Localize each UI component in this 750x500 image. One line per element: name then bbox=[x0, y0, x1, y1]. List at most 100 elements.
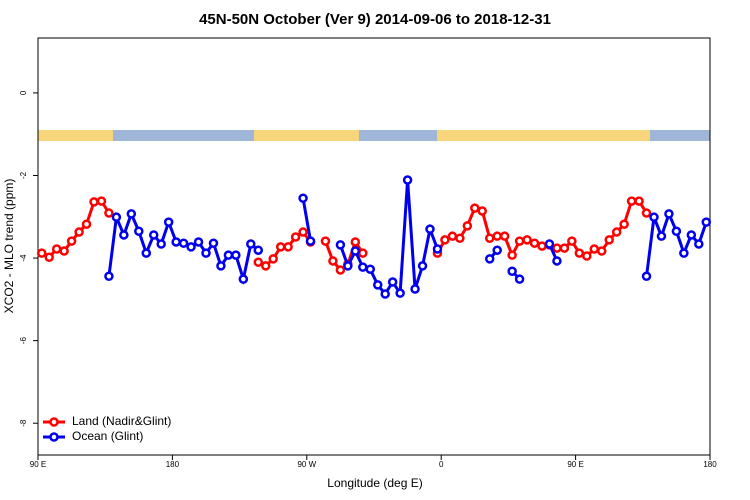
data-point bbox=[36, 248, 47, 258]
series-line bbox=[301, 197, 313, 242]
data-point bbox=[216, 261, 226, 271]
y-tick-label: 0 bbox=[19, 90, 28, 95]
data-point bbox=[679, 248, 689, 258]
data-point bbox=[335, 265, 346, 275]
data-point bbox=[350, 237, 361, 247]
data-point bbox=[596, 246, 607, 256]
data-point bbox=[201, 248, 211, 258]
data-point bbox=[59, 246, 69, 256]
data-point bbox=[365, 264, 376, 274]
data-point bbox=[343, 261, 353, 271]
data-point bbox=[492, 245, 502, 255]
data-point bbox=[410, 284, 420, 294]
data-point bbox=[260, 261, 271, 271]
data-point bbox=[148, 230, 159, 240]
data-point bbox=[694, 239, 704, 249]
data-point bbox=[96, 196, 107, 206]
data-point bbox=[402, 175, 413, 185]
x-tick-label: 0 bbox=[439, 460, 444, 469]
data-point bbox=[111, 212, 122, 222]
data-point bbox=[634, 196, 644, 206]
data-point bbox=[163, 217, 174, 227]
data-point bbox=[574, 248, 585, 258]
data-point bbox=[559, 243, 570, 253]
data-point bbox=[552, 243, 562, 253]
data-point bbox=[178, 238, 189, 248]
data-point bbox=[671, 226, 682, 236]
data-point bbox=[335, 240, 346, 250]
x-tick-label: 90 E bbox=[30, 460, 46, 469]
data-point bbox=[223, 250, 234, 260]
data-point bbox=[81, 219, 92, 229]
data-point bbox=[552, 256, 562, 266]
data-point bbox=[380, 289, 390, 299]
chart-title: 45N-50N October (Ver 9) 2014-09-06 to 20… bbox=[199, 11, 551, 28]
data-point bbox=[44, 252, 54, 262]
data-point bbox=[492, 231, 502, 241]
data-point bbox=[208, 238, 219, 248]
data-point bbox=[425, 224, 435, 234]
data-point bbox=[298, 227, 308, 237]
plot-frame bbox=[37, 37, 711, 456]
data-point bbox=[186, 242, 196, 252]
data-point bbox=[649, 212, 659, 222]
data-point bbox=[320, 236, 331, 246]
data-point bbox=[66, 236, 77, 246]
data-point bbox=[253, 245, 264, 255]
data-point bbox=[611, 227, 622, 237]
data-point bbox=[477, 206, 488, 216]
data-point bbox=[686, 230, 697, 240]
data-point bbox=[507, 250, 517, 260]
data-point bbox=[701, 217, 712, 227]
data-point bbox=[514, 274, 525, 284]
data-point bbox=[358, 262, 368, 272]
data-point bbox=[499, 231, 510, 241]
data-point bbox=[104, 271, 114, 281]
x-tick-label: 90 E bbox=[567, 460, 583, 469]
data-point bbox=[470, 203, 480, 213]
data-point bbox=[395, 288, 405, 298]
data-point bbox=[298, 193, 308, 203]
data-point bbox=[238, 274, 249, 284]
legend-marker bbox=[49, 417, 59, 427]
data-point bbox=[51, 244, 62, 254]
data-point bbox=[89, 197, 99, 207]
data-point bbox=[656, 231, 667, 241]
x-tick-label: 180 bbox=[166, 460, 180, 469]
data-point bbox=[626, 196, 637, 206]
data-point bbox=[290, 232, 301, 242]
data-point bbox=[104, 208, 114, 218]
data-point bbox=[582, 251, 592, 261]
data-point bbox=[246, 239, 256, 249]
data-point bbox=[275, 242, 286, 252]
data-point bbox=[604, 235, 614, 245]
y-tick-label: -6 bbox=[19, 337, 28, 345]
data-point bbox=[567, 236, 577, 246]
data-point bbox=[119, 230, 129, 240]
data-point bbox=[544, 239, 555, 249]
data-point bbox=[484, 233, 495, 243]
data-point bbox=[432, 244, 443, 254]
data-point bbox=[283, 242, 293, 252]
data-point bbox=[641, 208, 652, 218]
data-point bbox=[522, 235, 532, 245]
data-point bbox=[231, 250, 241, 260]
legend-label: Ocean (Glint) bbox=[72, 429, 143, 443]
y-axis-title: XCO2 - MLO trend (ppm) bbox=[2, 179, 16, 314]
data-point bbox=[74, 227, 84, 237]
data-point bbox=[417, 261, 428, 271]
data-point bbox=[664, 209, 674, 219]
data-point bbox=[462, 221, 473, 231]
data-point bbox=[484, 254, 495, 264]
x-axis-title: Longitude (deg E) bbox=[327, 476, 422, 490]
land-ocean-strip bbox=[38, 130, 710, 141]
data-point bbox=[537, 241, 547, 251]
y-tick-label: -8 bbox=[19, 419, 28, 427]
data-point bbox=[507, 266, 517, 277]
data-point bbox=[171, 237, 181, 247]
data-point bbox=[193, 237, 204, 247]
data-point bbox=[156, 239, 166, 249]
x-tick-label: 180 bbox=[703, 460, 717, 469]
data-point bbox=[589, 244, 600, 254]
